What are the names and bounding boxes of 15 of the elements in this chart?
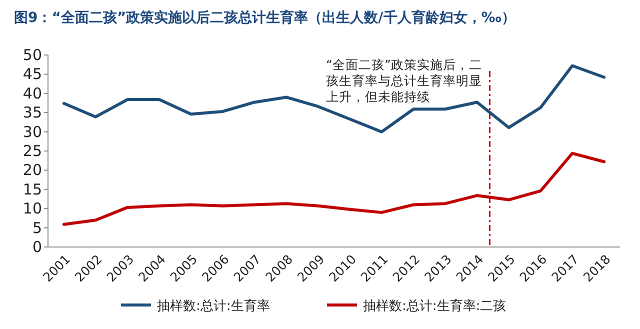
y-tick-label: 50 xyxy=(22,46,42,64)
annotation: “全面二孩”政策实施后，二孩生育率与总计生育率明显上升，但未能持续 xyxy=(326,57,483,105)
y-tick-label: 5 xyxy=(32,218,42,237)
y-tick-label: 40 xyxy=(22,84,42,102)
y-tick-label: 25 xyxy=(22,142,42,160)
chart-title: 图9：“全面二孩”政策实施以后二孩总计生育率（出生人数/千人育龄妇女，‰） xyxy=(14,9,516,26)
y-tick-label: 0 xyxy=(32,238,42,256)
y-tick-label: 15 xyxy=(22,180,42,198)
legend-label: 抽样数:总计:生育率 xyxy=(157,298,270,314)
y-tick-label: 35 xyxy=(22,104,42,122)
y-tick-label: 10 xyxy=(22,200,42,218)
y-tick-label: 45 xyxy=(22,65,42,84)
y-tick-label: 30 xyxy=(22,122,42,141)
legend-label: 抽样数:总计:生育率:二孩 xyxy=(363,298,506,314)
y-tick-label: 20 xyxy=(22,161,42,180)
